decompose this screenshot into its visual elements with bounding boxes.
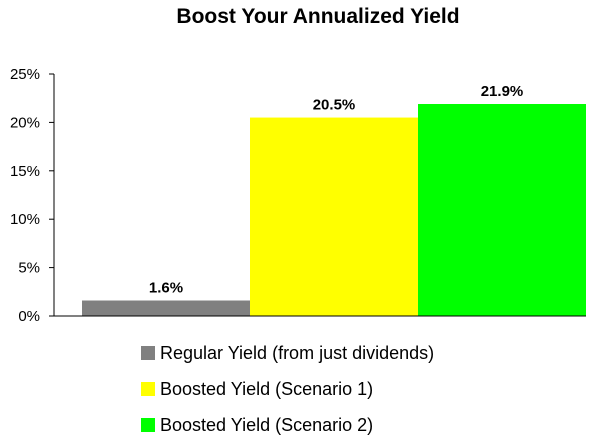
legend-label-2: Boosted Yield (Scenario 1) — [160, 379, 373, 399]
legend-swatch-2 — [141, 382, 155, 396]
y-tick-label: 15% — [10, 163, 40, 180]
bars — [82, 104, 586, 317]
data-labels: 1.6% 20.5% 21.9% — [149, 83, 523, 297]
y-tick-label: 5% — [18, 260, 40, 277]
bar-3 — [418, 104, 586, 317]
bar-2 — [250, 117, 418, 316]
legend-label-1: Regular Yield (from just dividends) — [160, 343, 434, 363]
y-axis-ticks: 0% 5% 10% 15% 20% 25% — [10, 66, 54, 325]
data-label-1: 1.6% — [149, 280, 183, 297]
y-tick-label: 20% — [10, 114, 40, 131]
legend-swatch-1 — [141, 346, 155, 360]
data-label-2: 20.5% — [313, 97, 356, 114]
y-tick-label: 10% — [10, 211, 40, 228]
chart-title: Boost Your Annualized Yield — [176, 5, 459, 28]
legend-label-3: Boosted Yield (Scenario 2) — [160, 415, 373, 435]
data-label-3: 21.9% — [481, 83, 524, 100]
bar-1 — [82, 300, 250, 316]
y-tick-label: 25% — [10, 66, 40, 83]
y-tick-label: 0% — [18, 308, 40, 325]
legend: Regular Yield (from just dividends) Boost… — [141, 343, 434, 435]
legend-swatch-3 — [141, 418, 155, 432]
